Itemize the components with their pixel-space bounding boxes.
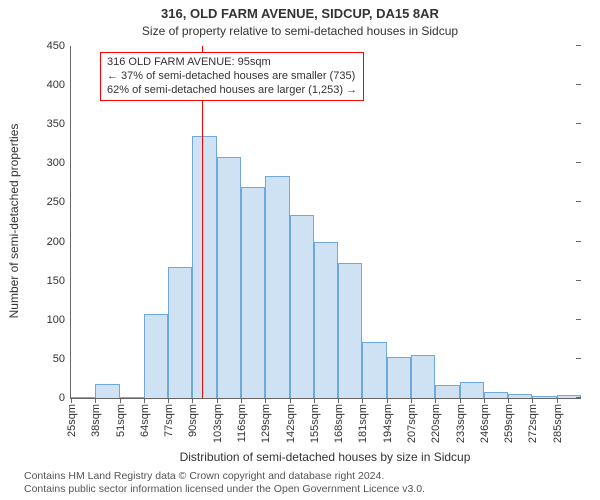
histogram-bar (362, 342, 386, 398)
info-line: ← 37% of semi-detached houses are smalle… (107, 70, 357, 84)
x-tick-mark (192, 398, 193, 403)
info-box: 316 OLD FARM AVENUE: 95sqm ← 37% of semi… (100, 52, 364, 101)
histogram-bar (314, 242, 338, 398)
histogram-bar (532, 396, 556, 398)
histogram-bar (241, 187, 265, 398)
x-tick-label: 155sqm (307, 404, 321, 443)
x-tick-label: 168sqm (331, 404, 345, 443)
y-tick-mark (576, 241, 581, 242)
footer: Contains HM Land Registry data © Crown c… (24, 470, 600, 496)
x-tick-mark (71, 398, 72, 403)
x-tick-label: 233sqm (453, 404, 467, 443)
info-line: 62% of semi-detached houses are larger (… (107, 84, 357, 98)
histogram-bar (460, 382, 484, 398)
x-tick-mark (265, 398, 266, 403)
histogram-bar (338, 263, 362, 398)
x-tick-mark (387, 398, 388, 403)
x-tick-label: 259sqm (501, 404, 515, 443)
histogram-bar (290, 215, 314, 398)
histogram-bar (484, 392, 508, 398)
x-tick-label: 38sqm (88, 404, 102, 437)
x-tick-mark (144, 398, 145, 403)
x-tick-mark (362, 398, 363, 403)
y-tick-label: 350 (47, 118, 71, 130)
y-tick-label: 450 (47, 40, 71, 52)
x-tick-label: 64sqm (137, 404, 151, 437)
x-tick-label: 103sqm (210, 404, 224, 443)
x-tick-mark (338, 398, 339, 403)
page-title: 316, OLD FARM AVENUE, SIDCUP, DA15 8AR (0, 6, 600, 21)
x-tick-label: 285sqm (550, 404, 564, 443)
histogram-bar (411, 355, 435, 398)
x-tick-label: 116sqm (234, 404, 248, 442)
histogram-bar (265, 176, 289, 398)
histogram-bar (168, 267, 192, 398)
y-tick-label: 250 (47, 196, 71, 208)
y-tick-mark (576, 319, 581, 320)
x-tick-label: 207sqm (404, 404, 418, 443)
page-subtitle: Size of property relative to semi-detach… (0, 24, 600, 38)
x-tick-mark (217, 398, 218, 403)
x-tick-label: 25sqm (64, 404, 78, 437)
footer-line: Contains public sector information licen… (24, 483, 600, 496)
x-tick-mark (241, 398, 242, 403)
histogram-bar (95, 384, 119, 398)
histogram-bar (71, 397, 95, 398)
x-tick-label: 51sqm (113, 404, 127, 437)
x-tick-mark (95, 398, 96, 403)
x-tick-label: 142sqm (283, 404, 297, 443)
y-tick-mark (576, 162, 581, 163)
x-axis-label: Distribution of semi-detached houses by … (70, 450, 580, 464)
x-tick-mark (532, 398, 533, 403)
histogram-bar (435, 385, 459, 398)
x-tick-mark (411, 398, 412, 403)
y-tick-label: 400 (47, 79, 71, 91)
x-tick-mark (557, 398, 558, 403)
histogram-bar (217, 157, 241, 398)
y-tick-label: 200 (47, 236, 71, 248)
x-tick-label: 246sqm (477, 404, 491, 443)
y-tick-mark (576, 45, 581, 46)
y-tick-mark (576, 397, 581, 398)
histogram-bar (508, 394, 532, 398)
x-tick-mark (484, 398, 485, 403)
y-tick-mark (576, 123, 581, 124)
y-tick-label: 50 (53, 353, 71, 365)
histogram-bar (144, 314, 168, 398)
x-tick-mark (168, 398, 169, 403)
histogram-bar (387, 357, 411, 398)
y-axis-label: Number of semi-detached properties (7, 101, 21, 341)
y-tick-label: 0 (59, 392, 71, 404)
y-tick-mark (576, 201, 581, 202)
x-tick-label: 272sqm (525, 404, 539, 443)
x-tick-label: 194sqm (380, 404, 394, 443)
x-tick-label: 129sqm (258, 404, 272, 443)
x-tick-label: 90sqm (185, 404, 199, 437)
y-tick-label: 300 (47, 157, 71, 169)
y-tick-mark (576, 84, 581, 85)
y-tick-mark (576, 358, 581, 359)
histogram-bar (120, 397, 144, 398)
y-tick-label: 100 (47, 314, 71, 326)
footer-line: Contains HM Land Registry data © Crown c… (24, 470, 600, 483)
info-line: 316 OLD FARM AVENUE: 95sqm (107, 56, 357, 70)
x-tick-mark (314, 398, 315, 403)
x-tick-mark (120, 398, 121, 403)
x-tick-mark (435, 398, 436, 403)
x-tick-mark (290, 398, 291, 403)
histogram-bar (192, 136, 216, 398)
y-tick-label: 150 (47, 275, 71, 287)
x-tick-label: 220sqm (428, 404, 442, 443)
y-tick-mark (576, 280, 581, 281)
x-tick-mark (508, 398, 509, 403)
x-tick-mark (460, 398, 461, 403)
x-tick-label: 77sqm (161, 404, 175, 437)
x-tick-label: 181sqm (355, 404, 369, 443)
